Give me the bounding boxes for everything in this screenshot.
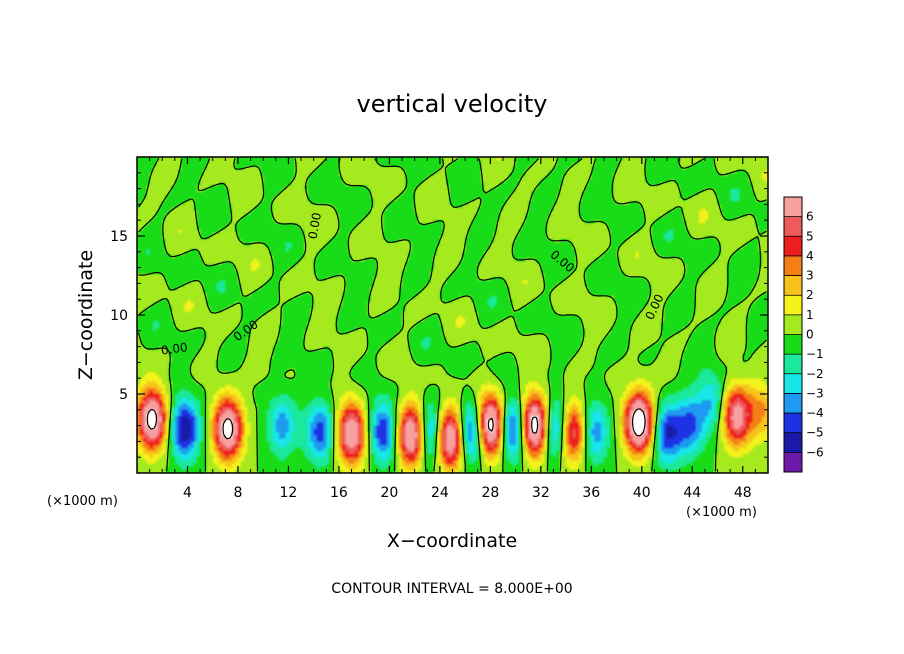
colorbar-label: −5 [806, 426, 824, 440]
colorbar-label: 2 [806, 288, 814, 302]
y-tick-label: 10 [110, 308, 128, 324]
y-tick-label: 15 [110, 229, 128, 245]
x-tick-label: 28 [481, 485, 499, 501]
colorbar-label: −1 [806, 347, 824, 361]
colorbar-cell [784, 275, 802, 296]
x-tick-label: 12 [280, 485, 298, 501]
colorbar-label: 4 [806, 249, 814, 263]
high-contour-line [146, 408, 646, 440]
colorbar-label: −3 [806, 386, 824, 400]
x-tick-label: 36 [582, 485, 600, 501]
x-tick-label: 40 [633, 485, 651, 501]
colorbar-cell [784, 255, 802, 277]
colorbar-label: 6 [806, 210, 814, 224]
contour-value-label: 0.00 [160, 340, 188, 358]
colorbar-cell [784, 334, 802, 355]
x-unit-right: (×1000 m) [686, 505, 757, 520]
velocity-field-image [137, 157, 768, 473]
x-tick-label: 48 [734, 485, 752, 501]
colorbar-label: −2 [806, 367, 824, 381]
colorbar-cell [784, 373, 802, 394]
colorbar-cell [784, 216, 802, 237]
colorbar-label: −6 [806, 445, 824, 459]
colorbar-cell [784, 452, 802, 473]
chart-title: vertical velocity [357, 90, 548, 118]
colorbar-label: 5 [806, 229, 814, 243]
colorbar-cell [784, 197, 802, 218]
plot-field: 0.000.000.000.000.00 [137, 157, 768, 473]
colorbar: 6 5 4 3 2 1 0 −1 −2 −3 −4 −5 −6 [783, 196, 824, 473]
x-tick-label: 20 [380, 485, 398, 501]
colorbar-cell [784, 314, 802, 335]
y-axis-label: Z−coordinate [75, 250, 97, 380]
x-axis-label: X−coordinate [387, 530, 517, 552]
x-tick-label: 4 [183, 485, 192, 501]
colorbar-cell [784, 295, 802, 316]
contour-interval-note: CONTOUR INTERVAL = 8.000E+00 [331, 581, 572, 597]
colorbar-cell [784, 432, 802, 453]
colorbar-label: 1 [806, 308, 814, 322]
x-tick-label: 24 [431, 485, 449, 501]
colorbar-label: −4 [806, 406, 824, 420]
colorbar-cell [784, 236, 802, 257]
colorbar-label: 0 [806, 328, 814, 342]
x-tick-label: 16 [330, 485, 348, 501]
x-unit-left: (×1000 m) [47, 494, 118, 509]
contour-value-label: 0.00 [306, 211, 324, 240]
colorbar-cell [784, 393, 802, 414]
x-tick-label: 32 [532, 485, 550, 501]
colorbar-cell [784, 413, 802, 434]
colorbar-label: 3 [806, 269, 814, 283]
x-tick-label: 44 [683, 485, 701, 501]
y-axis-ticks: 5 10 15 [110, 172, 768, 458]
x-axis-ticks: 4 8 12 16 20 24 28 32 36 40 44 48 [149, 157, 756, 501]
y-tick-label: 5 [119, 387, 128, 403]
colorbar-cell [784, 354, 802, 375]
zero-contour-line [138, 158, 767, 472]
x-tick-label: 8 [233, 485, 242, 501]
